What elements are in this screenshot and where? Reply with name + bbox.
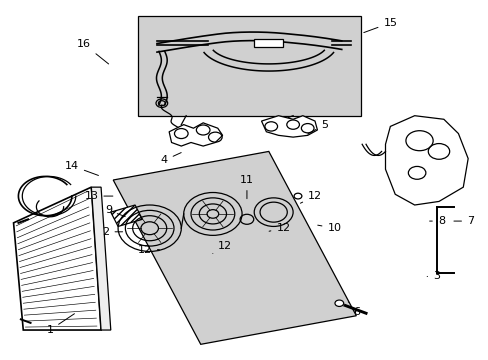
Polygon shape — [111, 205, 142, 226]
Text: 15: 15 — [363, 18, 397, 32]
Text: 6: 6 — [347, 302, 359, 317]
Text: 5: 5 — [307, 120, 327, 134]
Text: 12: 12 — [300, 191, 322, 203]
Text: 1: 1 — [46, 314, 74, 335]
Polygon shape — [113, 152, 356, 344]
Polygon shape — [91, 187, 111, 330]
Text: 12: 12 — [212, 241, 232, 253]
Circle shape — [334, 300, 343, 306]
Polygon shape — [385, 116, 467, 205]
Text: 14: 14 — [65, 161, 98, 175]
Text: 9: 9 — [104, 205, 125, 217]
Text: 12: 12 — [268, 223, 290, 233]
Text: 12: 12 — [138, 245, 159, 255]
Text: 8: 8 — [429, 216, 444, 226]
Text: 13: 13 — [84, 191, 113, 201]
Text: 16: 16 — [77, 39, 108, 64]
Polygon shape — [169, 123, 222, 146]
Polygon shape — [261, 116, 317, 137]
Bar — [137, 16, 361, 116]
Text: 10: 10 — [317, 223, 341, 233]
Text: 3: 3 — [427, 271, 439, 282]
Text: 2: 2 — [102, 227, 122, 237]
Text: 7: 7 — [453, 216, 473, 226]
Text: 11: 11 — [240, 175, 253, 199]
Text: 4: 4 — [161, 153, 181, 165]
Polygon shape — [14, 187, 101, 330]
Bar — [254, 39, 283, 47]
